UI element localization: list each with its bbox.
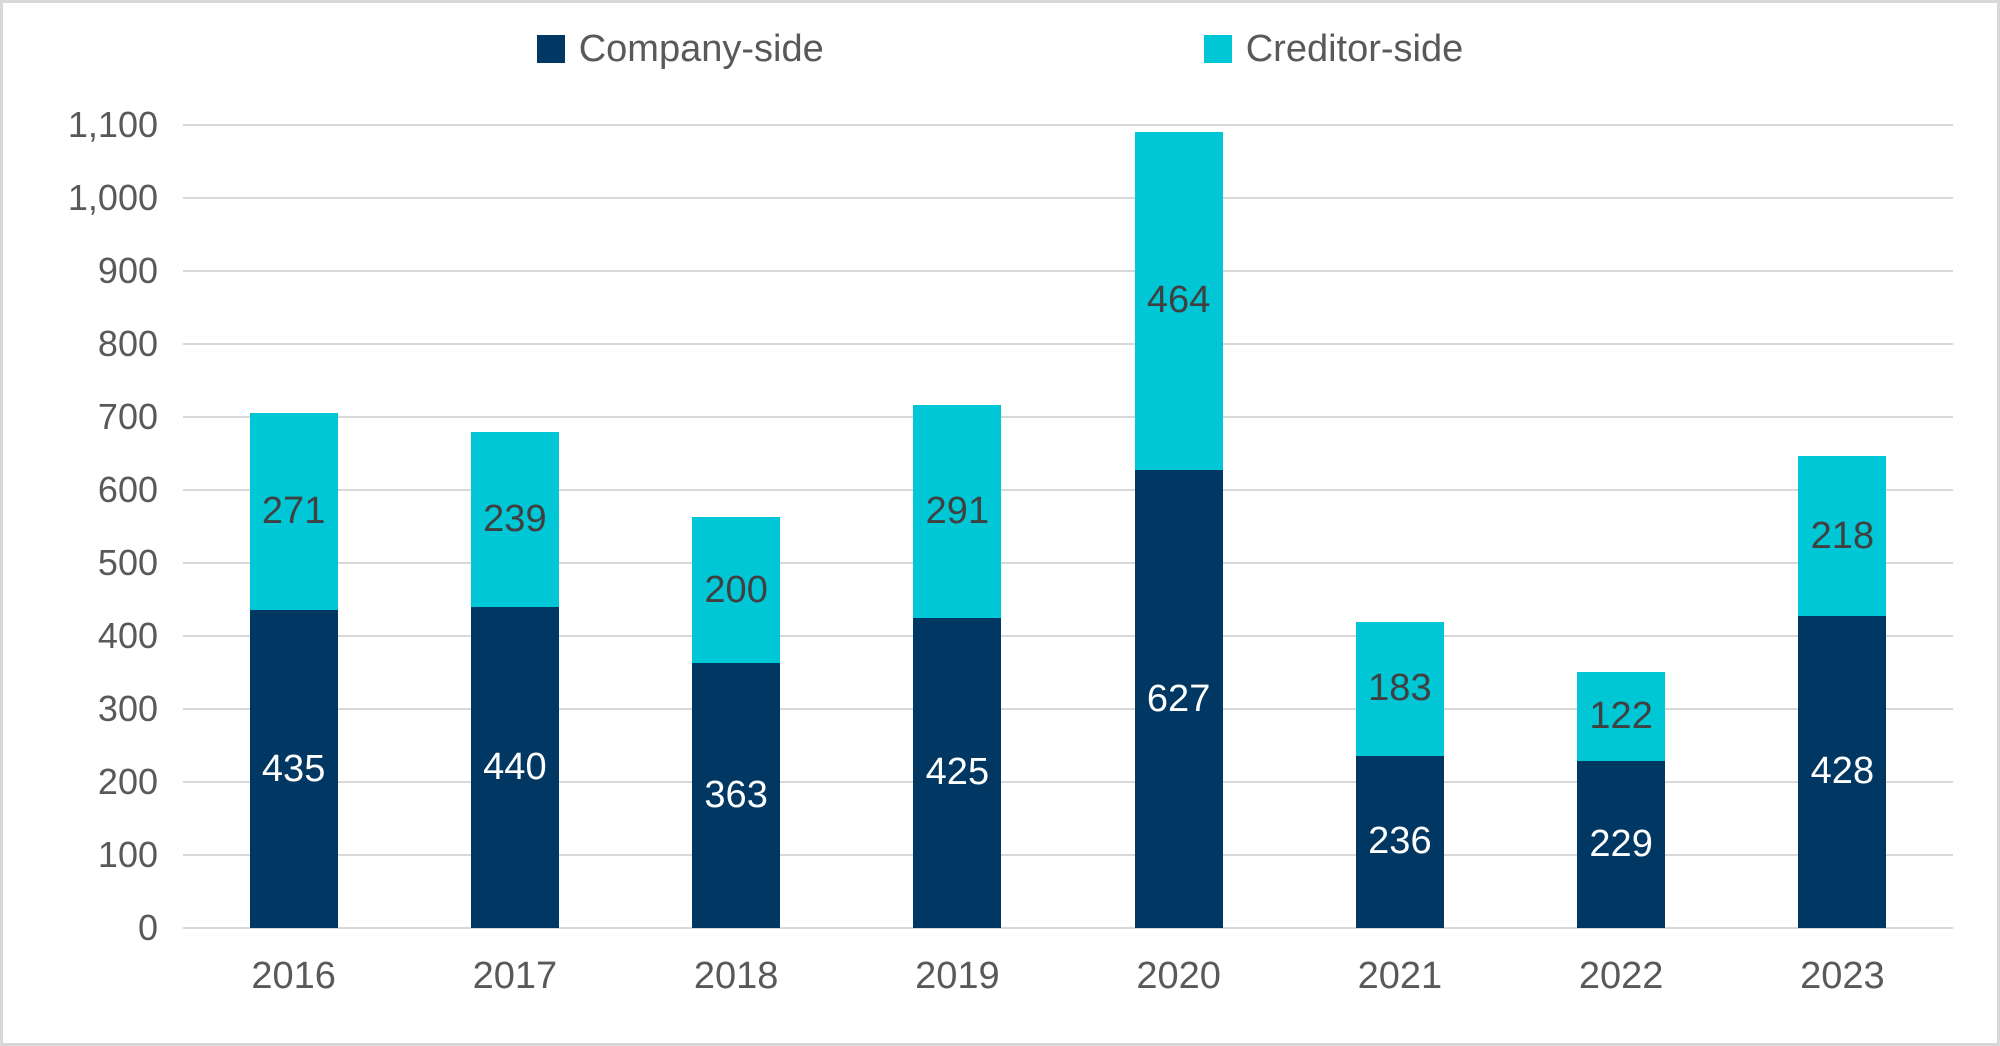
bar-segment-company-side-2017: 440 bbox=[470, 606, 559, 928]
gridline bbox=[183, 635, 1953, 637]
bar-stack-2021: 236 183 bbox=[1355, 125, 1444, 928]
gridline bbox=[183, 562, 1953, 564]
bar-segment-creditor-side-2020: 464 bbox=[1134, 131, 1223, 471]
bar-stack-2022: 229 122 bbox=[1577, 125, 1666, 928]
bar-segment-company-side-2022: 229 bbox=[1577, 760, 1666, 928]
data-label: 236 bbox=[1368, 820, 1432, 863]
legend-item-company-side: Company-side bbox=[536, 28, 824, 70]
gridline bbox=[183, 489, 1953, 491]
bar-stack-2017: 440 239 bbox=[470, 125, 559, 928]
y-axis-tick-label: 200 bbox=[97, 761, 158, 802]
bar-segment-company-side-2021: 236 bbox=[1355, 755, 1444, 928]
y-axis-tick-label: 0 bbox=[137, 907, 158, 948]
gridline bbox=[183, 781, 1953, 783]
bar-segment-creditor-side-2016: 271 bbox=[249, 412, 338, 611]
bar-segment-company-side-2018: 363 bbox=[692, 663, 781, 928]
gridline bbox=[183, 343, 1953, 345]
bar-segment-company-side-2023: 428 bbox=[1798, 615, 1887, 928]
gridline bbox=[183, 708, 1953, 710]
data-label: 218 bbox=[1810, 514, 1875, 557]
bar-segment-company-side-2020: 627 bbox=[1134, 470, 1223, 928]
y-axis-tick-label: 900 bbox=[97, 250, 158, 291]
gridline bbox=[183, 416, 1953, 418]
y-axis-tick-label: 1,100 bbox=[67, 104, 158, 145]
bar-segment-creditor-side-2019: 291 bbox=[913, 405, 1002, 618]
data-label: 271 bbox=[261, 490, 326, 533]
x-axis-tick-label: 2019 bbox=[915, 955, 1000, 997]
data-label: 122 bbox=[1589, 694, 1653, 737]
bar-stack-2016: 435 271 bbox=[249, 125, 338, 928]
bar-stack-2020: 627 464 bbox=[1134, 125, 1223, 928]
legend-swatch-creditor-side-icon bbox=[1203, 35, 1232, 63]
x-axis-tick-label: 2022 bbox=[1578, 955, 1664, 997]
bar-segment-creditor-side-2023: 218 bbox=[1798, 456, 1887, 616]
x-axis-tick-label: 2017 bbox=[472, 955, 558, 997]
y-axis-tick-label: 700 bbox=[97, 396, 158, 437]
data-label: 363 bbox=[704, 774, 768, 816]
data-label: 464 bbox=[1146, 279, 1211, 322]
data-label: 425 bbox=[925, 751, 990, 794]
gridline bbox=[183, 270, 1953, 272]
bar-segment-creditor-side-2018: 200 bbox=[692, 517, 781, 664]
gridline bbox=[183, 197, 1953, 199]
data-label: 627 bbox=[1146, 677, 1211, 720]
y-axis-tick-label: 600 bbox=[97, 469, 158, 510]
y-axis-tick-label: 1,000 bbox=[67, 177, 158, 218]
bar-stack-2019: 425 291 bbox=[913, 125, 1002, 928]
data-label: 428 bbox=[1810, 750, 1875, 793]
bar-segment-company-side-2016: 435 bbox=[249, 610, 338, 928]
bar-segment-creditor-side-2017: 239 bbox=[470, 432, 559, 607]
x-axis-tick-label: 2016 bbox=[251, 955, 336, 997]
data-label: 200 bbox=[704, 568, 768, 611]
legend-item-creditor-side: Creditor-side bbox=[1203, 28, 1464, 70]
x-axis-tick-label: 2021 bbox=[1357, 955, 1443, 997]
bar-stack-2018: 363 200 bbox=[692, 125, 781, 928]
gridline bbox=[183, 124, 1953, 126]
bar-stack-2023: 428 218 bbox=[1798, 125, 1887, 928]
y-axis-tick-label: 100 bbox=[97, 834, 158, 875]
data-label: 229 bbox=[1589, 822, 1653, 865]
x-axis-tick-label: 2023 bbox=[1800, 955, 1885, 997]
bar-segment-company-side-2019: 425 bbox=[913, 617, 1002, 928]
bar-segment-creditor-side-2021: 183 bbox=[1355, 622, 1444, 756]
plot-area: 0 100 200 300 400 500 600 700 800 900 1,000 1,100 43… bbox=[68, 106, 1953, 997]
data-label: 239 bbox=[483, 498, 547, 541]
y-axis-tick-label: 500 bbox=[97, 542, 158, 583]
y-axis-tick-label: 300 bbox=[97, 688, 158, 729]
legend-label-company-side: Company-side bbox=[578, 28, 824, 70]
y-axis-tick-label: 400 bbox=[97, 615, 158, 656]
gridline bbox=[183, 854, 1953, 856]
gridline bbox=[183, 927, 1953, 929]
y-axis-tick-label: 800 bbox=[97, 323, 158, 364]
data-label: 291 bbox=[925, 490, 990, 533]
x-axis-tick-label: 2020 bbox=[1136, 955, 1221, 997]
bar-segment-creditor-side-2022: 122 bbox=[1577, 671, 1666, 761]
data-label: 440 bbox=[483, 745, 547, 788]
x-axis-tick-label: 2018 bbox=[693, 955, 779, 997]
legend: Company-side Creditor-side bbox=[3, 29, 1997, 69]
data-label: 435 bbox=[261, 747, 326, 790]
legend-label-creditor-side: Creditor-side bbox=[1245, 28, 1464, 70]
legend-swatch-company-side-icon bbox=[536, 35, 565, 63]
data-label: 183 bbox=[1368, 667, 1432, 710]
